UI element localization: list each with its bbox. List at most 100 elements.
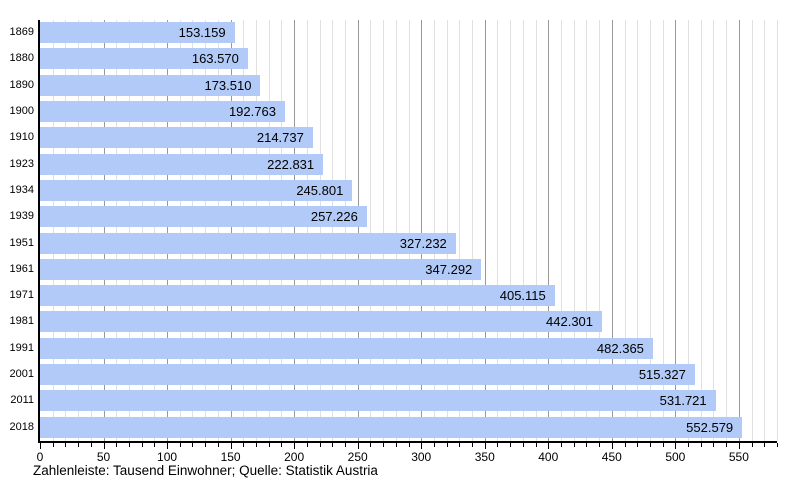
- year-label: 1923: [9, 157, 34, 170]
- axis-tick: [332, 443, 334, 447]
- gridline: [573, 20, 575, 441]
- gridline: [230, 20, 232, 441]
- bar: 327.232: [40, 232, 456, 254]
- gridline: [332, 20, 334, 441]
- year-label: 1961: [9, 262, 34, 275]
- axis-tick: [179, 443, 181, 447]
- bar: 531.721: [40, 390, 716, 412]
- value-label: 405.115: [499, 288, 546, 304]
- axis-tick: [624, 443, 626, 447]
- year-label: 1910: [9, 131, 34, 144]
- axis-tick: [344, 443, 346, 447]
- axis-tick: [421, 443, 423, 449]
- bar-row: 1880 163.570: [10, 46, 777, 72]
- axis-tick: [281, 443, 283, 447]
- axis-tick: [205, 443, 207, 447]
- gridline: [141, 20, 143, 441]
- gridline: [624, 20, 626, 441]
- bar: 552.579: [40, 416, 743, 438]
- bars-layer: 1869 153.159 1880 163.570 1890 173.510 1900 192…: [10, 20, 777, 441]
- axis-tick: [611, 443, 613, 449]
- value-label: 552.579: [686, 419, 734, 435]
- axis-tick: [395, 443, 397, 447]
- gridline: [726, 20, 728, 441]
- axis-tick: [649, 443, 651, 447]
- gridline: [116, 20, 118, 441]
- axis-tick-label: 150: [220, 450, 241, 464]
- gridline: [205, 20, 207, 441]
- axis-tick: [586, 443, 588, 447]
- gridline: [306, 20, 308, 441]
- bar: 405.115: [40, 285, 555, 307]
- axis-tick: [141, 443, 143, 447]
- axis-tick: [103, 443, 105, 449]
- bar-row: 1934 245.801: [10, 178, 777, 204]
- gridline: [243, 20, 245, 441]
- axis-tick: [751, 443, 753, 447]
- axis-tick-label: 300: [411, 450, 432, 464]
- bar-row: 1951 327.232: [10, 231, 777, 257]
- axis-tick: [726, 443, 728, 447]
- gridline: [535, 20, 537, 441]
- bar-row: 2018 552.579: [10, 415, 777, 441]
- axis-tick-label: 350: [474, 450, 495, 464]
- gridline: [713, 20, 715, 441]
- value-label: 214.737: [256, 130, 304, 146]
- gridline: [675, 20, 677, 441]
- axis-tick: [167, 443, 169, 449]
- value-label: 153.159: [178, 25, 226, 40]
- gridline: [52, 20, 54, 441]
- axis-tick: [230, 443, 232, 449]
- gridline: [497, 20, 499, 441]
- axis-tick: [522, 443, 524, 447]
- axis-tick: [243, 443, 245, 447]
- bar-row: 2001 515.327: [10, 362, 777, 388]
- gridline: [459, 20, 461, 441]
- gridline: [357, 20, 359, 441]
- year-label: 1900: [9, 104, 34, 117]
- axis-tick: [560, 443, 562, 447]
- axis-tick: [294, 443, 296, 449]
- year-label: 1890: [9, 78, 34, 91]
- value-label: 347.292: [425, 261, 473, 277]
- axis-tick: [675, 443, 677, 449]
- value-label: 531.721: [659, 393, 707, 409]
- axis-tick: [497, 443, 499, 447]
- value-label: 192.763: [228, 103, 276, 119]
- axis-tick: [738, 443, 740, 449]
- axis-tick-label: 550: [728, 450, 749, 464]
- axis-tick: [535, 443, 537, 447]
- gridline: [319, 20, 321, 441]
- axis-tick: [128, 443, 130, 447]
- axis-tick: [52, 443, 54, 447]
- bar-row: 1923 222.831: [10, 152, 777, 178]
- axis-tick: [357, 443, 359, 449]
- year-label: 1869: [9, 26, 34, 38]
- gridline: [637, 20, 639, 441]
- bar: 515.327: [40, 364, 695, 386]
- value-label: 327.232: [399, 235, 447, 251]
- axis-tick: [319, 443, 321, 447]
- axis-tick: [217, 443, 219, 447]
- bar: 347.292: [40, 258, 482, 280]
- gridline: [344, 20, 346, 441]
- axis-tick: [90, 443, 92, 447]
- axis-tick: [65, 443, 67, 447]
- value-label: 482.365: [596, 340, 644, 356]
- gridline: [560, 20, 562, 441]
- year-label: 1880: [9, 52, 34, 65]
- axis-tick: [713, 443, 715, 447]
- bar-row: 1981 442.301: [10, 309, 777, 335]
- gridline: [472, 20, 474, 441]
- value-label: 222.831: [267, 156, 315, 172]
- gridline: [510, 20, 512, 441]
- gridline: [751, 20, 753, 441]
- gridline: [611, 20, 613, 441]
- axis-tick: [154, 443, 156, 447]
- axis-tick: [268, 443, 270, 447]
- axis-tick: [764, 443, 766, 447]
- axis-tick-label: 100: [157, 450, 178, 464]
- gridline: [586, 20, 588, 441]
- value-label: 257.226: [310, 209, 358, 225]
- bar: 245.801: [40, 179, 353, 201]
